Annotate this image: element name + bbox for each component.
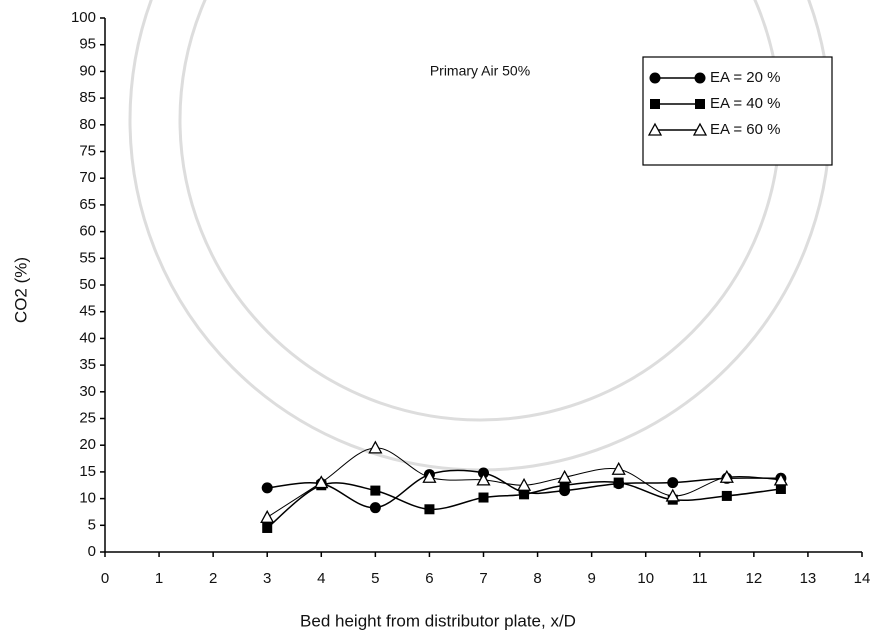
x-tick-label: 14 — [854, 570, 871, 587]
y-tick-label: 40 — [79, 329, 96, 346]
marker — [667, 477, 679, 489]
y-tick-label: 45 — [79, 303, 96, 320]
x-tick-label: 9 — [587, 570, 595, 587]
marker — [773, 472, 788, 486]
y-tick-label: 15 — [79, 463, 96, 480]
y-tick-label: 100 — [71, 9, 96, 26]
x-tick-label: 10 — [637, 570, 654, 587]
legend-marker — [695, 99, 705, 109]
marker — [478, 492, 489, 503]
x-tick-label: 2 — [209, 570, 217, 587]
y-tick-label: 80 — [79, 116, 96, 133]
marker — [775, 483, 786, 494]
x-tick-label: 13 — [800, 570, 817, 587]
marker — [719, 469, 734, 483]
y-tick-label: 65 — [79, 196, 96, 213]
y-tick-label: 90 — [79, 62, 96, 79]
x-axis-label: Bed height from distributor plate, x/D — [300, 611, 576, 630]
y-tick-label: 10 — [79, 490, 96, 507]
legend-marker — [650, 99, 660, 109]
marker — [370, 485, 381, 496]
legend-label: EA = 20 % — [710, 69, 780, 86]
x-tick-label: 4 — [317, 570, 325, 587]
marker — [260, 509, 275, 523]
marker — [424, 504, 435, 515]
marker — [557, 469, 572, 483]
marker — [262, 522, 273, 533]
marker — [261, 482, 273, 494]
legend-label: EA = 60 % — [710, 121, 780, 138]
y-tick-label: 60 — [79, 223, 96, 240]
x-tick-label: 1 — [155, 570, 163, 587]
x-tick-label: 0 — [101, 570, 109, 587]
x-tick-label: 8 — [533, 570, 541, 587]
y-tick-label: 85 — [79, 89, 96, 106]
y-tick-label: 75 — [79, 142, 96, 159]
x-tick-label: 5 — [371, 570, 379, 587]
y-tick-label: 5 — [88, 516, 96, 533]
marker — [559, 480, 570, 491]
marker — [368, 440, 383, 454]
y-tick-label: 70 — [79, 169, 96, 186]
marker — [422, 469, 437, 483]
marker — [613, 477, 624, 488]
marker — [476, 472, 491, 486]
marker — [516, 477, 532, 491]
x-tick-label: 6 — [425, 570, 433, 587]
y-tick-label: 30 — [79, 383, 96, 400]
legend-marker — [649, 72, 661, 84]
legend-marker — [647, 122, 663, 136]
legend-box — [642, 56, 833, 166]
y-tick-label: 95 — [79, 36, 96, 53]
legend-marker — [692, 122, 708, 136]
x-tick-label: 7 — [479, 570, 487, 587]
marker — [314, 475, 329, 489]
y-tick-label: 55 — [79, 249, 96, 266]
legend-marker — [694, 72, 706, 84]
x-tick-label: 3 — [263, 570, 271, 587]
y-axis-label: CO2 (%) — [11, 257, 30, 323]
y-tick-label: 35 — [79, 356, 96, 373]
y-tick-label: 25 — [79, 409, 96, 426]
y-tick-label: 0 — [88, 543, 96, 560]
y-tick-label: 20 — [79, 436, 96, 453]
marker — [665, 488, 680, 502]
x-tick-label: 12 — [746, 570, 763, 587]
annotation: Primary Air 50% — [430, 63, 530, 79]
y-tick-label: 50 — [79, 276, 96, 293]
x-tick-label: 11 — [692, 570, 708, 587]
marker — [721, 490, 732, 501]
marker — [369, 502, 381, 514]
legend-label: EA = 40 % — [710, 95, 780, 112]
marker — [519, 489, 530, 500]
marker — [611, 461, 626, 475]
